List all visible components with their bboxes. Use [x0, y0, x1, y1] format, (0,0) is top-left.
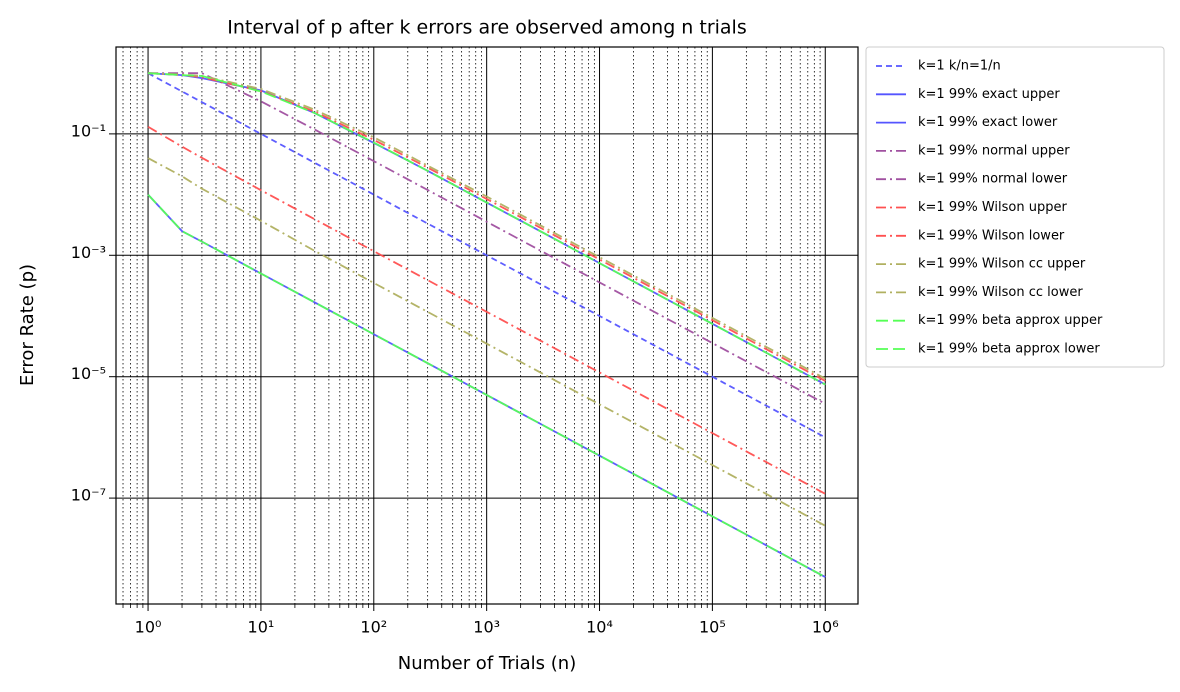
legend-label: k=1 99% exact upper	[918, 87, 1060, 102]
legend-label: k=1 99% beta approx upper	[918, 313, 1103, 328]
series-line	[147, 72, 826, 439]
legend-label: k=1 99% Wilson cc lower	[918, 285, 1083, 300]
y-tick-label: 10⁻³	[71, 243, 106, 262]
chart-title: Interval of p after k errors are observe…	[227, 17, 746, 39]
plot-lines	[147, 72, 826, 578]
legend-label: k=1 99% Wilson cc upper	[918, 257, 1086, 272]
x-axis-label: Number of Trials (n)	[398, 653, 576, 674]
grid	[109, 47, 858, 611]
legend-label: k=1 99% normal upper	[918, 143, 1070, 158]
x-tick-label: 10⁰	[135, 618, 162, 637]
x-tick-label: 10²	[360, 618, 387, 637]
series-line	[147, 72, 826, 386]
plot-frame	[115, 46, 859, 605]
series-line	[148, 72, 826, 382]
y-tick-label: 10⁻¹	[71, 121, 106, 140]
y-tick-label: 10⁻⁵	[71, 364, 106, 383]
y-tick-label: 10⁻⁷	[71, 486, 106, 505]
legend-label: k=1 99% beta approx lower	[918, 342, 1100, 357]
legend-label: k=1 99% Wilson lower	[918, 228, 1065, 243]
x-tick-label: 10⁴	[586, 618, 613, 637]
legend: k=1 k/n=1/n k=1 99% exact upper k=1 99% ex…	[876, 59, 1103, 357]
x-tick-label: 10⁵	[699, 618, 726, 637]
legend-label: k=1 99% normal lower	[918, 172, 1068, 187]
legend-box	[865, 46, 1165, 368]
x-tick-label: 10⁶	[812, 618, 839, 637]
legend-label: k=1 99% Wilson upper	[918, 200, 1067, 215]
legend-label: k=1 99% exact lower	[918, 115, 1058, 130]
legend-label: k=1 k/n=1/n	[918, 59, 1001, 74]
y-axis-label: Error Rate (p)	[17, 264, 38, 386]
series-line	[148, 72, 826, 380]
x-tick-label: 10³	[473, 618, 500, 637]
x-tick-label: 10¹	[248, 618, 275, 637]
series-line	[147, 193, 826, 578]
